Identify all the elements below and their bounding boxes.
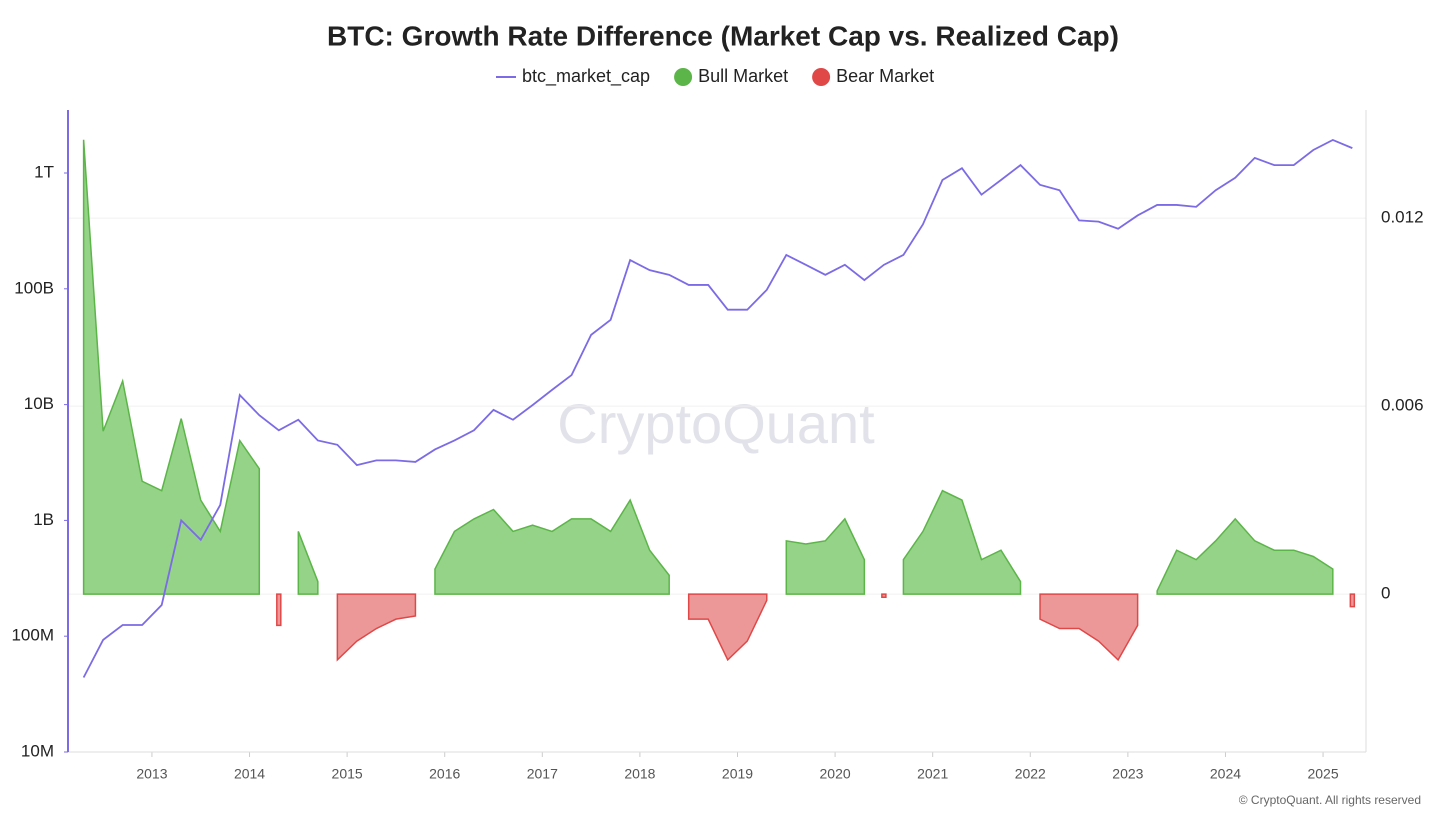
x-tick-label: 2021 (917, 766, 948, 782)
x-tick-label: 2025 (1307, 766, 1338, 782)
x-tick-label: 2017 (527, 766, 558, 782)
x-tick-label: 2023 (1112, 766, 1143, 782)
y2-tick-label: 0 (1381, 584, 1390, 603)
area (297, 531, 319, 595)
x-tick-label: 2019 (722, 766, 753, 782)
y2-tick-label: 0.006 (1381, 396, 1424, 415)
x-tick-label: 2022 (1015, 766, 1046, 782)
line (82, 138, 1353, 678)
x-tick-label: 2018 (624, 766, 655, 782)
area (1156, 517, 1334, 595)
y-tick-label: 100M (11, 626, 54, 645)
area (687, 593, 768, 662)
y2-tick-label: 0.012 (1381, 208, 1424, 227)
area (1039, 593, 1139, 662)
x-tick-label: 2015 (332, 766, 363, 782)
y-tick-label: 1T (34, 162, 54, 181)
x-tick-label: 2014 (234, 766, 265, 782)
watermark: CryptoQuant (557, 392, 875, 455)
area (785, 517, 866, 595)
x-tick-label: 2013 (136, 766, 167, 782)
area (336, 593, 417, 662)
area (276, 593, 282, 627)
legend-swatch (812, 68, 831, 86)
y-tick-label: 10B (24, 394, 54, 413)
area (1349, 593, 1356, 608)
y-tick-label: 100B (14, 278, 54, 297)
chart-title: BTC: Growth Rate Difference (Market Cap … (327, 20, 1119, 51)
y-tick-label: 1B (33, 510, 54, 529)
legend-label: Bear Market (836, 66, 934, 86)
area (902, 489, 1022, 595)
area (434, 498, 670, 595)
legend-label: Bull Market (698, 66, 788, 86)
area (82, 139, 261, 595)
area (881, 593, 887, 598)
x-tick-label: 2024 (1210, 766, 1241, 782)
legend-swatch (674, 68, 693, 86)
y-tick-label: 10M (21, 741, 54, 760)
x-tick-label: 2020 (820, 766, 851, 782)
credit: © CryptoQuant. All rights reserved (1239, 793, 1421, 807)
legend-label: btc_market_cap (522, 66, 650, 87)
x-tick-label: 2016 (429, 766, 460, 782)
